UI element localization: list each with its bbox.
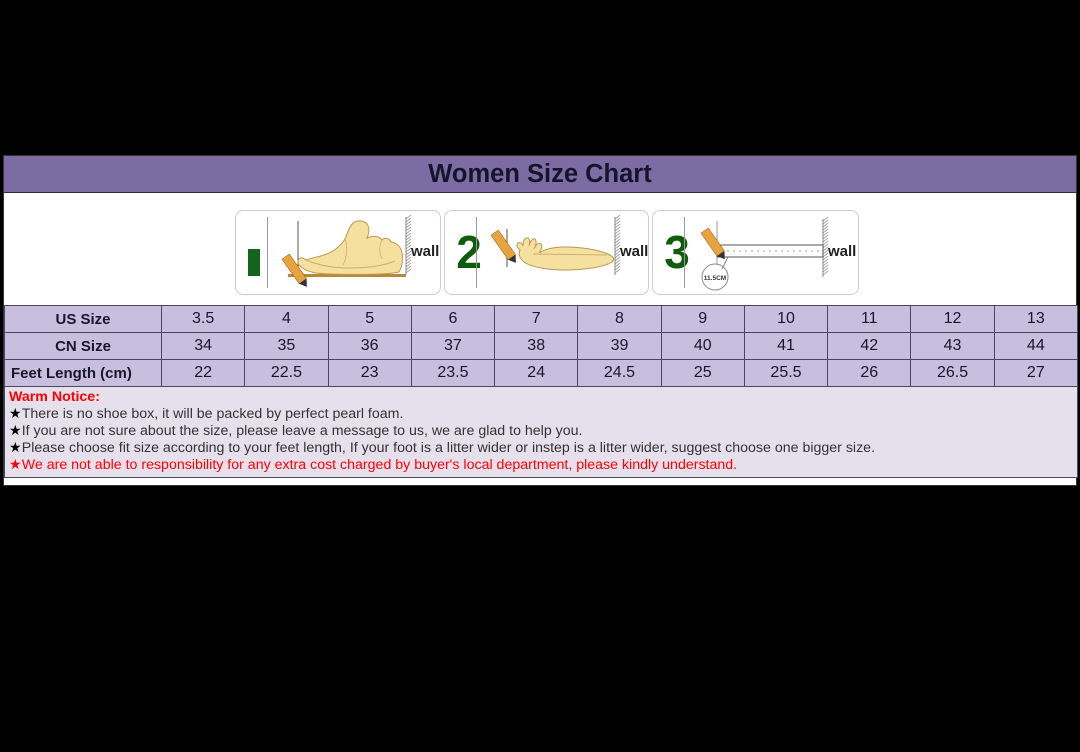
svg-text:11.5CM: 11.5CM [704, 275, 726, 282]
